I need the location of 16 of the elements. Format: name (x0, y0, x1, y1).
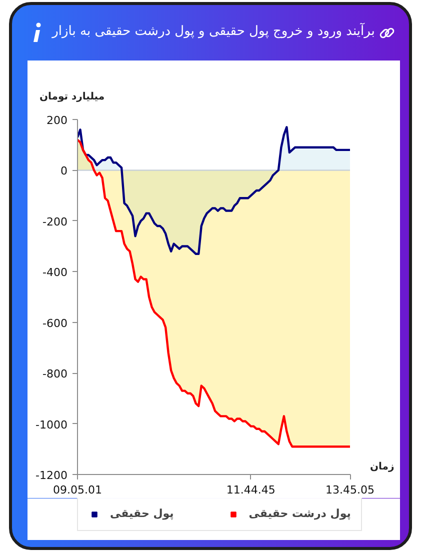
legend-label: پول حقیقی (110, 507, 174, 520)
y-tick-label: -200 (42, 215, 68, 228)
y-tick-label: -1200 (36, 469, 68, 482)
y-tick-label: -1000 (36, 418, 68, 432)
legend-label: پول درشت حقیقی (248, 507, 351, 520)
y-tick-label: -800 (42, 368, 68, 381)
y-tick-label: 200 (46, 114, 68, 127)
chart-title: برآیند ورود و خروج پول حقیقی و پول درشت حقیقی به بازار (52, 23, 375, 42)
y-tick-label: -600 (42, 316, 68, 330)
y-tick-label: 0 (60, 164, 68, 178)
y-axis-title: میلیارد تومان (40, 92, 105, 102)
x-tick-label: 13.45.05 (326, 484, 374, 496)
x-axis-title: زمان (370, 462, 394, 472)
x-tick-label: 09.05.01 (53, 484, 102, 496)
x-tick-label: 11.44.45 (226, 484, 276, 496)
y-tick-label: -400 (42, 266, 68, 280)
